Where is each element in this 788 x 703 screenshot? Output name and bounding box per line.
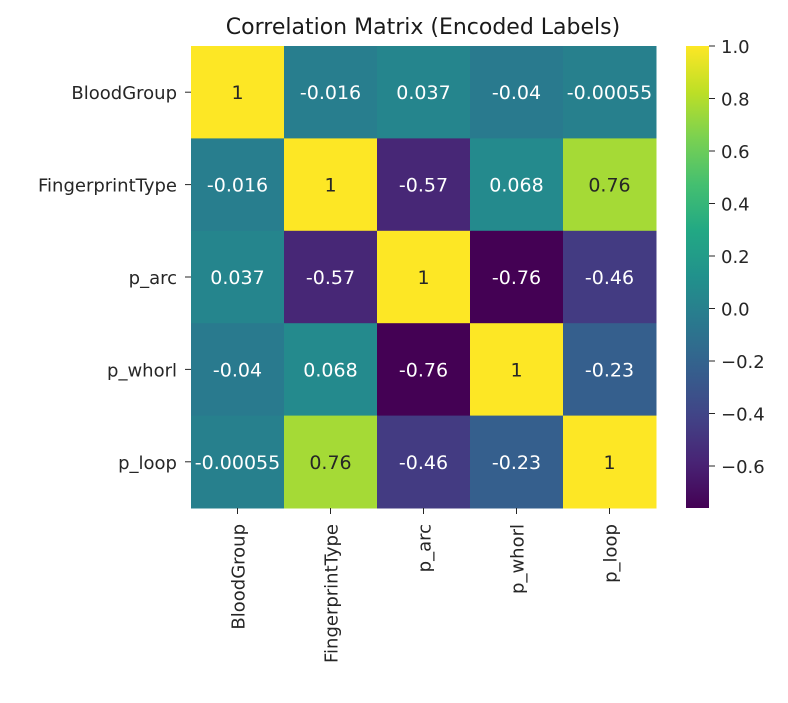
heatmap-cell-r0-c1: [284, 46, 378, 139]
column-tick-label: p_whorl: [508, 524, 529, 594]
cell-value-label: 1: [324, 175, 336, 197]
cell-value-label: -0.00055: [567, 82, 652, 104]
heatmap-cell-r0-c0: [191, 46, 285, 139]
cell-value-label: -0.00055: [195, 452, 280, 474]
cell-value-label: 1: [603, 452, 615, 474]
cell-value-label: -0.57: [399, 175, 448, 197]
heatmap-cell-r2-c0: [191, 230, 285, 324]
colorbar-tick-label: 0.0: [721, 300, 750, 321]
heatmap-cell-r1-c1: [284, 138, 378, 232]
colorbar-tick-label: 0.8: [721, 90, 750, 111]
heatmap-cell-r1-c0: [191, 138, 285, 232]
cell-value-label: -0.04: [492, 82, 541, 104]
cell-value-label: 0.037: [396, 82, 450, 104]
heatmap-cell-r1-c2: [377, 138, 471, 232]
heatmap-cell-r2-c2: [377, 230, 471, 324]
heatmap-cell-r0-c3: [470, 46, 564, 139]
heatmap-cell-r2-c3: [470, 230, 564, 324]
cell-value-label: 1: [231, 82, 243, 104]
cell-value-label: -0.04: [213, 359, 262, 381]
cell-value-label: 0.068: [303, 359, 357, 381]
column-tick-label: p_arc: [415, 524, 436, 572]
cell-value-label: -0.57: [306, 267, 355, 289]
heatmap-cell-r4-c3: [470, 415, 564, 509]
chart-title: Correlation Matrix (Encoded Labels): [226, 15, 620, 40]
column-tick-labels: BloodGroup FingerprintType p_arc p_whorl p_l…: [229, 508, 622, 663]
column-tick-label: p_loop: [601, 524, 622, 583]
row-tick-label: BloodGroup: [71, 83, 177, 104]
row-tick-label: p_arc: [129, 268, 177, 289]
heatmap-cell-r0-c2: [377, 46, 471, 139]
heatmap-cell-labels: 1 -0.016 0.037 -0.04 -0.00055 -0.016 1 -0.57 0.0…: [195, 82, 652, 474]
row-tick-label: p_loop: [118, 453, 177, 474]
heatmap-cell-r3-c1: [284, 323, 378, 417]
heatmap-cell-r4-c4: [563, 415, 657, 509]
colorbar-tick-label: −0.6: [721, 457, 765, 478]
colorbar-gradient: [686, 46, 709, 508]
colorbar-tick-label: 0.6: [721, 142, 750, 163]
heatmap-cell-r3-c3: [470, 323, 564, 417]
colorbar: 1.0 0.8 0.6 0.4 0.2 0.0 −0.2 −0.4 −0.6: [686, 37, 765, 508]
cell-value-label: 1: [417, 267, 429, 289]
row-tick-label: FingerprintType: [38, 176, 177, 197]
cell-value-label: 0.76: [309, 452, 351, 474]
heatmap-cell-r3-c2: [377, 323, 471, 417]
cell-value-label: -0.46: [585, 267, 634, 289]
heatmap-cell-r4-c2: [377, 415, 471, 509]
colorbar-tick-label: −0.4: [721, 405, 765, 426]
heatmap-cell-r2-c4: [563, 230, 657, 324]
column-tick-label: FingerprintType: [322, 524, 343, 663]
cell-value-label: -0.46: [399, 452, 448, 474]
row-tick-label: p_whorl: [107, 360, 177, 381]
heatmap-cell-r2-c1: [284, 230, 378, 324]
heatmap-cell-r4-c1: [284, 415, 378, 509]
cell-value-label: -0.76: [492, 267, 541, 289]
cell-value-label: 0.76: [588, 175, 630, 197]
heatmap-cell-r4-c0: [191, 415, 285, 509]
cell-value-label: -0.23: [585, 359, 634, 381]
cell-value-label: -0.23: [492, 452, 541, 474]
cell-value-label: -0.76: [399, 359, 448, 381]
heatmap-cell-r3-c4: [563, 323, 657, 417]
colorbar-tick-label: 1.0: [721, 37, 750, 58]
heatmap-cell-r1-c3: [470, 138, 564, 232]
cell-value-label: -0.016: [300, 82, 361, 104]
heatmap-cell-r0-c4: [563, 46, 657, 139]
colorbar-tick-label: 0.4: [721, 195, 750, 216]
row-tick-labels: BloodGroup FingerprintType p_arc p_whorl p_l…: [38, 83, 191, 474]
column-tick-label: BloodGroup: [229, 524, 250, 630]
cell-value-label: 1: [510, 359, 522, 381]
colorbar-tick-label: −0.2: [721, 352, 765, 373]
colorbar-tick-label: 0.2: [721, 247, 750, 268]
heatmap-cells: [191, 46, 657, 509]
cell-value-label: 0.037: [210, 267, 264, 289]
cell-value-label: -0.016: [207, 175, 268, 197]
cell-value-label: 0.068: [489, 175, 543, 197]
heatmap-cell-r1-c4: [563, 138, 657, 232]
heatmap-cell-r3-c0: [191, 323, 285, 417]
